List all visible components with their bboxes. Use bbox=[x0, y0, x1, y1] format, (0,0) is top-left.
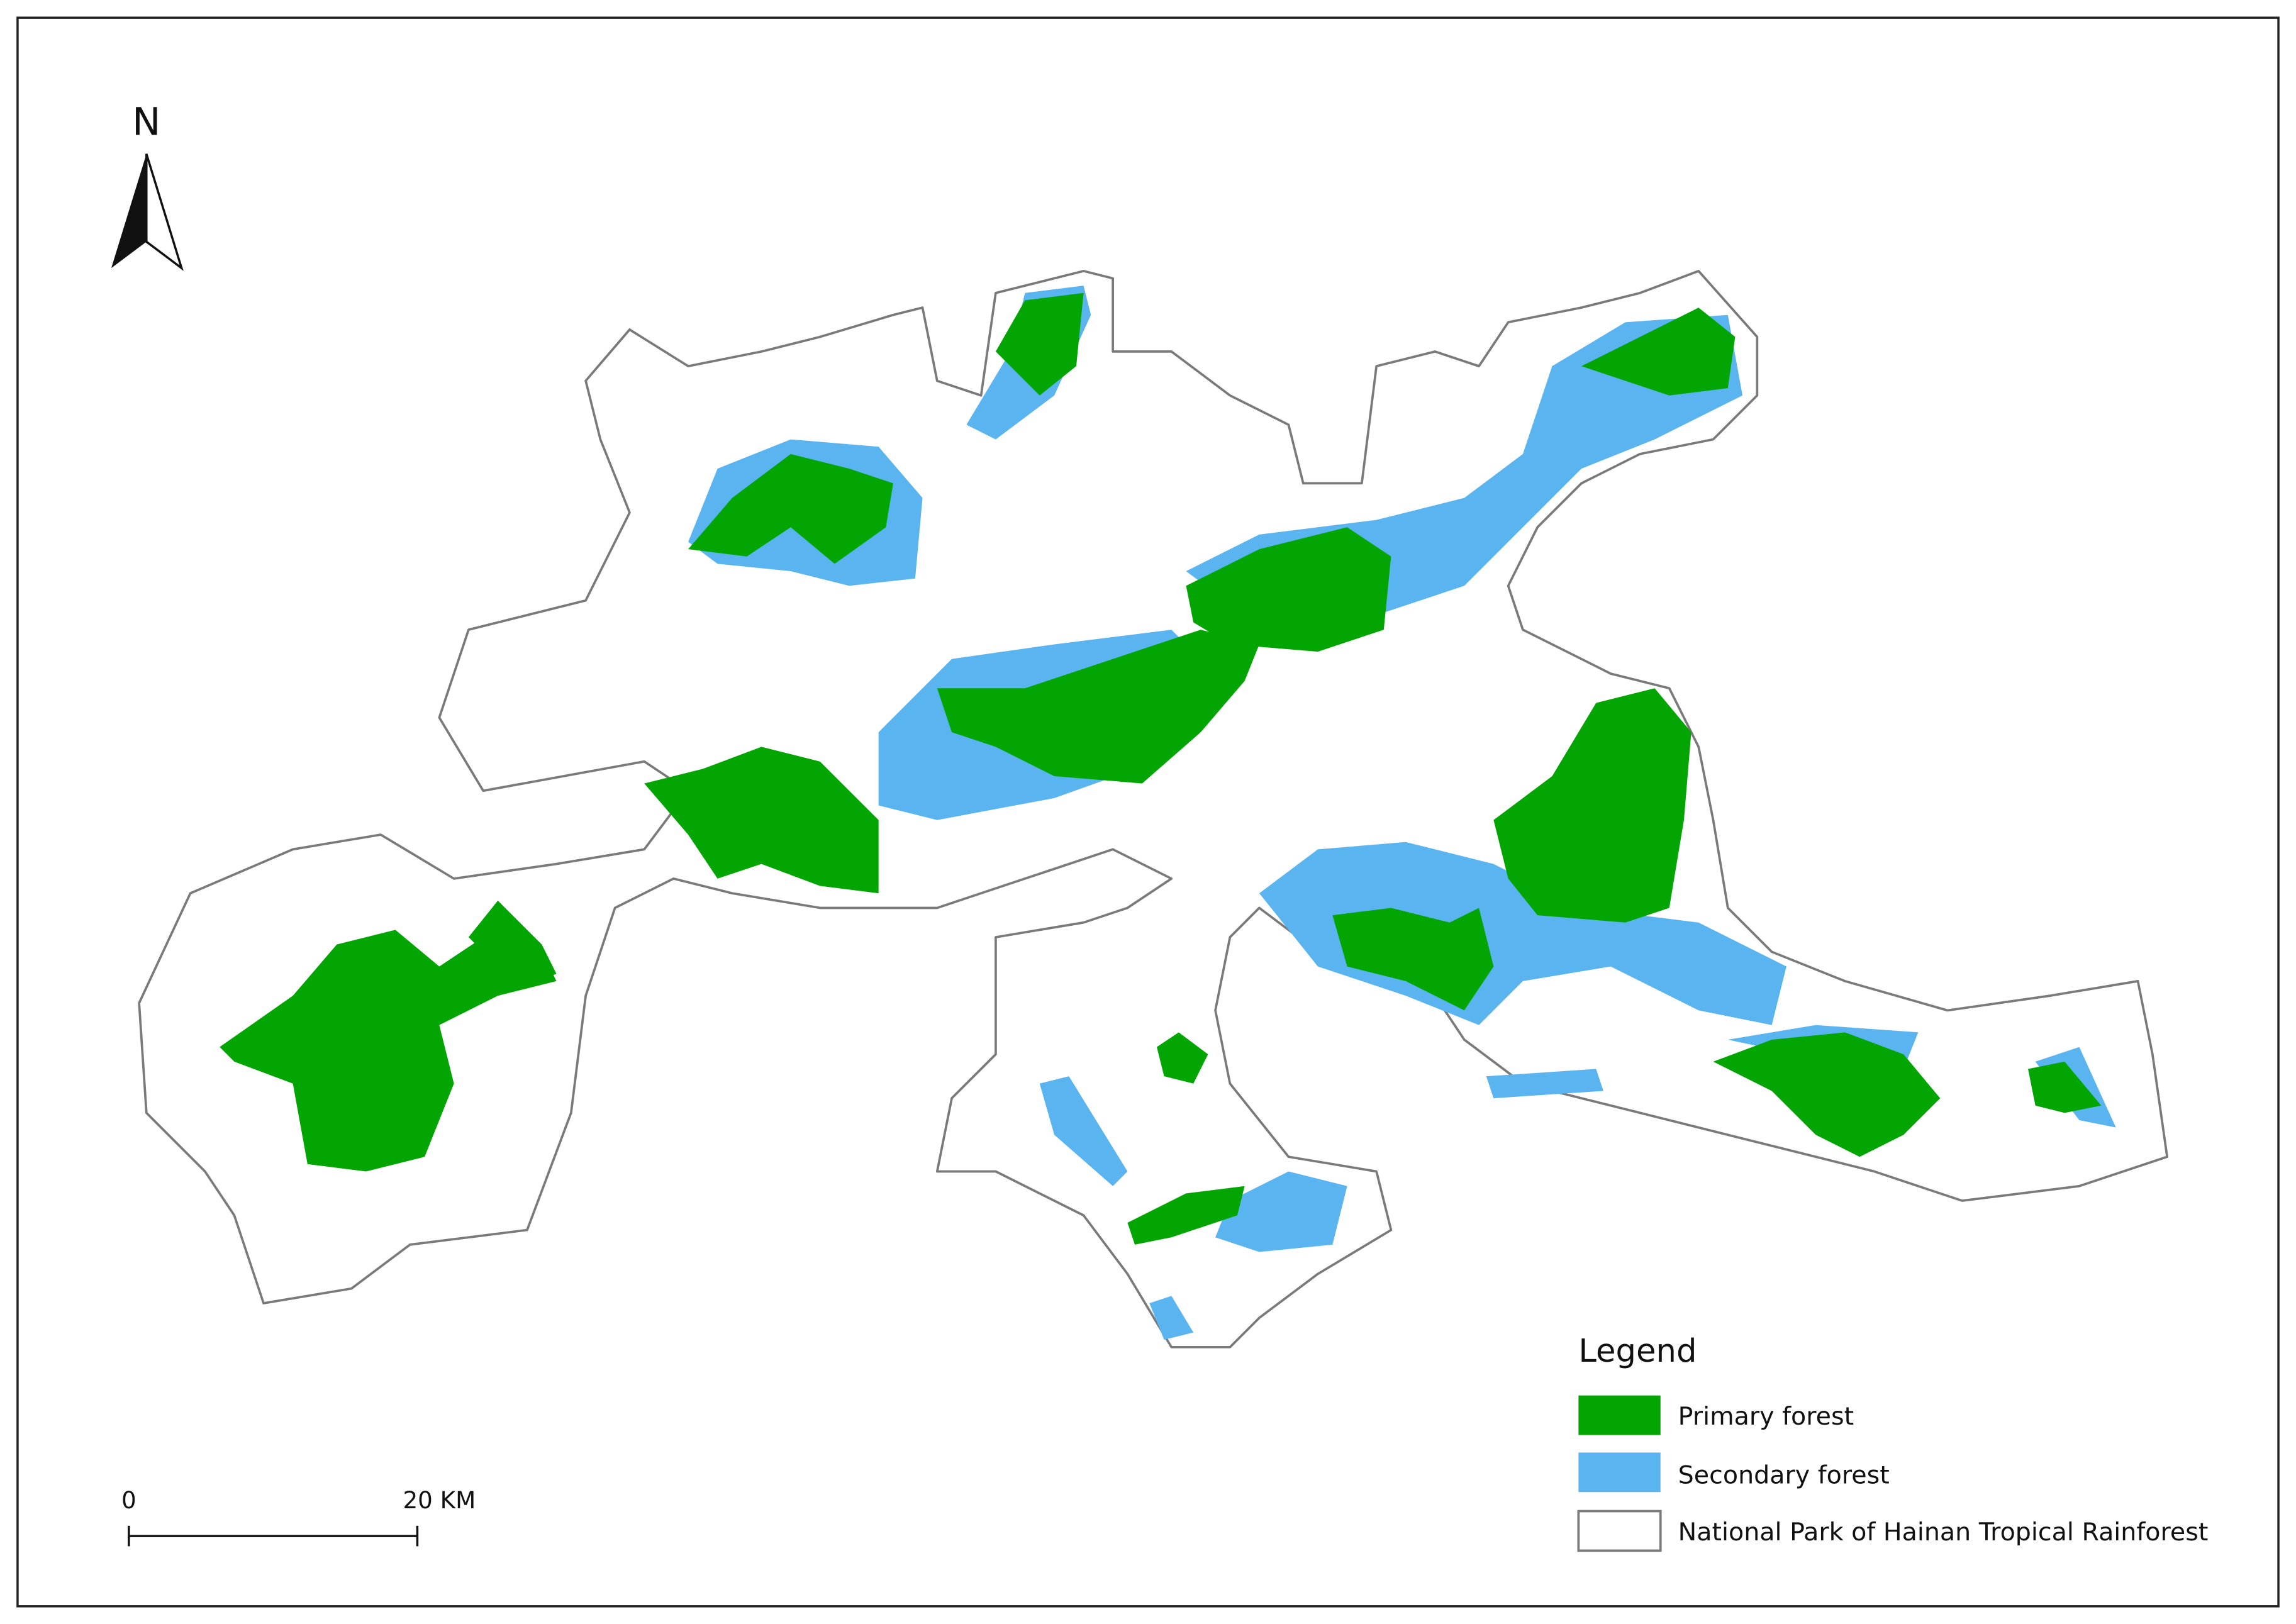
scale-label: 0 bbox=[121, 1486, 137, 1514]
legend-title: Legend bbox=[1578, 1332, 1697, 1370]
primary-forest bbox=[1493, 688, 1691, 923]
secondary-forest bbox=[1215, 1171, 1347, 1252]
primary-forest bbox=[1127, 1186, 1245, 1245]
primary-forest bbox=[644, 747, 879, 894]
scale-label: 20 KM bbox=[403, 1486, 476, 1514]
primary-forest bbox=[1332, 908, 1494, 1011]
primary-forest bbox=[995, 292, 1084, 396]
primary-forest bbox=[688, 453, 893, 564]
secondary-forest bbox=[1039, 1076, 1128, 1186]
north-label: N bbox=[132, 100, 160, 144]
legend-label: Primary forest bbox=[1678, 1402, 1854, 1431]
north-arrow-left bbox=[111, 153, 147, 269]
legend-swatch bbox=[1577, 1510, 1662, 1552]
primary-forest bbox=[2028, 1061, 2102, 1113]
legend-label: Secondary forest bbox=[1678, 1460, 1890, 1489]
primary-forest bbox=[1581, 308, 1736, 396]
park-boundary bbox=[138, 270, 2169, 1349]
legend-swatch bbox=[1578, 1452, 1661, 1493]
primary-forest bbox=[1186, 527, 1391, 652]
secondary-forest bbox=[1486, 1069, 1603, 1099]
secondary-forest bbox=[1259, 842, 1786, 1025]
legend-label: National Park of Hainan Tropical Rainfor… bbox=[1678, 1518, 2209, 1547]
north-arrow-right bbox=[145, 153, 184, 271]
legend: Legend Primary forest Secondary forest N… bbox=[1577, 1332, 2209, 1552]
scale-bar: 0 20 KM bbox=[121, 1486, 476, 1547]
secondary-forest bbox=[1149, 1296, 1194, 1340]
north-arrow: N bbox=[111, 100, 184, 271]
primary-forest bbox=[468, 900, 557, 989]
primary-forest bbox=[937, 630, 1259, 784]
legend-swatch bbox=[1578, 1395, 1661, 1435]
primary-forest-areas bbox=[220, 292, 2102, 1245]
primary-forest bbox=[220, 930, 557, 1172]
primary-forest bbox=[1713, 1032, 1941, 1157]
primary-forest bbox=[1156, 1032, 1208, 1084]
